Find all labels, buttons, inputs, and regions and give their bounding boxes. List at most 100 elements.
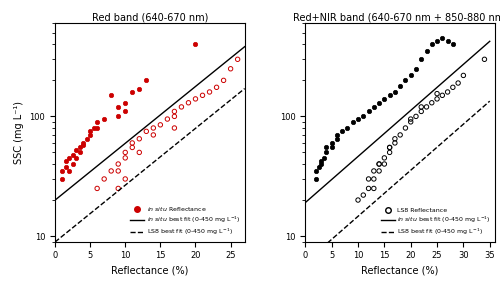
Point	[438, 36, 446, 40]
Point	[428, 100, 436, 105]
Point	[317, 159, 325, 164]
Point	[114, 168, 122, 173]
Point	[62, 159, 70, 164]
Point	[406, 73, 414, 78]
Point	[65, 168, 73, 173]
Point	[192, 42, 200, 47]
Point	[433, 97, 441, 101]
Point	[156, 123, 164, 127]
Point	[312, 177, 320, 181]
Point	[114, 186, 122, 191]
Point	[170, 109, 178, 114]
X-axis label: Reflectance (%): Reflectance (%)	[362, 266, 439, 276]
Legend: LS8 Reflectance, $\it{in\ situ}$ best fit (0-450 mg L$^{-1}$), LS8 best fit (0-4: LS8 Reflectance, $\it{in\ situ}$ best fi…	[380, 206, 492, 238]
Point	[328, 141, 336, 145]
Point	[107, 93, 115, 98]
Point	[360, 114, 368, 119]
Point	[391, 141, 399, 145]
Point	[386, 150, 394, 155]
Point	[136, 136, 143, 141]
Point	[354, 198, 362, 202]
Point	[360, 193, 368, 197]
Point	[114, 104, 122, 109]
Point	[198, 93, 206, 98]
Point	[65, 156, 73, 160]
Point	[128, 141, 136, 145]
Point	[412, 114, 420, 119]
Point	[76, 145, 84, 150]
Point	[370, 168, 378, 173]
Point	[220, 78, 228, 83]
Point	[396, 84, 404, 88]
Point	[338, 129, 346, 134]
Point	[422, 49, 430, 54]
Point	[422, 104, 430, 109]
Point	[128, 90, 136, 94]
Point	[386, 93, 394, 98]
Point	[107, 168, 115, 173]
Point	[386, 145, 394, 150]
Point	[417, 57, 425, 62]
Point	[79, 141, 87, 145]
Point	[333, 136, 341, 141]
X-axis label: Reflectance (%): Reflectance (%)	[111, 266, 188, 276]
Point	[212, 85, 220, 90]
Point	[391, 90, 399, 94]
Point	[375, 162, 383, 166]
Point	[344, 126, 351, 130]
Point	[121, 156, 129, 160]
Point	[142, 78, 150, 83]
Point	[72, 148, 80, 153]
Point	[170, 114, 178, 119]
Point	[82, 136, 90, 141]
Point	[93, 120, 101, 124]
Point	[234, 57, 241, 62]
Point	[178, 104, 186, 109]
Point	[406, 120, 414, 124]
Point	[136, 86, 143, 91]
Point	[100, 117, 108, 121]
Point	[100, 177, 108, 181]
Point	[364, 177, 372, 181]
Y-axis label: SSC (mg L⁻¹): SSC (mg L⁻¹)	[14, 101, 24, 164]
Point	[375, 100, 383, 105]
Point	[150, 133, 158, 137]
Point	[86, 133, 94, 137]
Point	[433, 38, 441, 43]
Point	[142, 129, 150, 134]
Point	[314, 164, 322, 169]
Point	[354, 117, 362, 121]
Point	[170, 126, 178, 130]
Point	[433, 91, 441, 96]
Point	[93, 126, 101, 130]
Title: Red+NIR band (640-670 nm + 850-880 nm): Red+NIR band (640-670 nm + 850-880 nm)	[292, 13, 500, 22]
Point	[128, 145, 136, 150]
Point	[364, 109, 372, 114]
Point	[121, 109, 129, 114]
Point	[121, 177, 129, 181]
Point	[68, 152, 76, 157]
Point	[328, 145, 336, 150]
Point	[370, 104, 378, 109]
Point	[444, 38, 452, 43]
Point	[86, 129, 94, 134]
Point	[417, 104, 425, 109]
Point	[68, 162, 76, 166]
Point	[322, 145, 330, 150]
Point	[375, 168, 383, 173]
Point	[349, 120, 357, 124]
Point	[391, 136, 399, 141]
Point	[136, 150, 143, 155]
Point	[386, 145, 394, 150]
Point	[114, 162, 122, 166]
Point	[428, 42, 436, 47]
Legend: $\it{in\ situ}$ Reflectance, $\it{in\ situ}$ best fit (0-450 mg L$^{-1}$), LS8 b: $\it{in\ situ}$ Reflectance, $\it{in\ si…	[129, 204, 242, 238]
Point	[380, 97, 388, 101]
Point	[58, 177, 66, 181]
Point	[121, 150, 129, 155]
Point	[402, 78, 409, 83]
Point	[364, 186, 372, 191]
Point	[380, 156, 388, 160]
Point	[480, 57, 488, 62]
Point	[396, 133, 404, 137]
